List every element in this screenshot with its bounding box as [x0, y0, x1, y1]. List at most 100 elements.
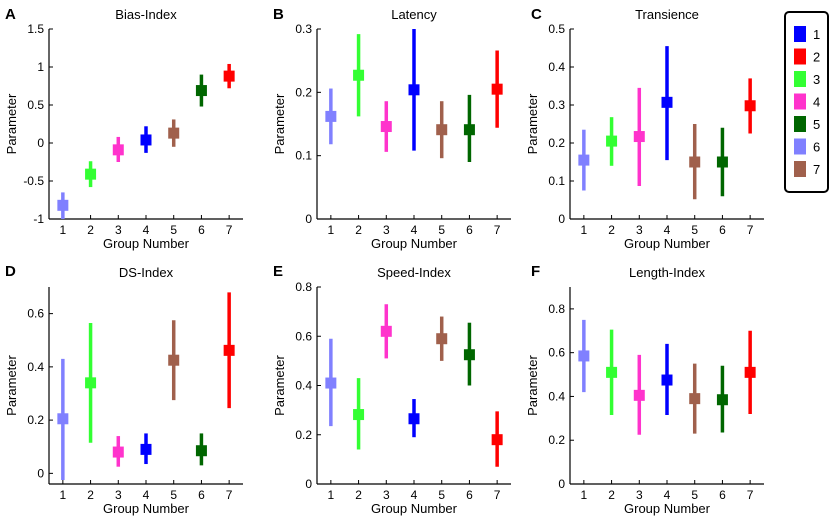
x-axis-label: Group Number	[624, 501, 711, 516]
y-tick-label: 0	[37, 136, 44, 150]
y-tick-label: 0.4	[27, 360, 44, 374]
x-axis-label: Group Number	[103, 501, 190, 516]
x-tick-label: 2	[355, 223, 362, 237]
data-point-group-1	[578, 154, 590, 166]
x-tick-label: 2	[87, 488, 94, 502]
data-point-group-7	[223, 344, 235, 356]
x-tick-label: 1	[328, 223, 335, 237]
x-tick-label: 7	[747, 223, 754, 237]
panel-title: Length-Index	[629, 265, 705, 280]
data-point-group-4	[408, 84, 420, 96]
x-axis-label: Group Number	[371, 236, 458, 251]
data-point-group-1	[578, 350, 590, 362]
legend-swatch	[794, 93, 806, 110]
data-point-group-4	[661, 96, 673, 108]
data-point-group-6	[463, 124, 475, 136]
x-tick-label: 6	[719, 223, 726, 237]
y-tick-label: 0.5	[548, 22, 565, 36]
panel-letter: B	[273, 6, 284, 23]
data-point-group-5	[689, 156, 701, 168]
y-tick-label: 0.2	[295, 428, 312, 442]
y-tick-label: 0.3	[548, 98, 565, 112]
data-point-group-5	[689, 393, 701, 405]
y-tick-label: 1	[37, 60, 44, 74]
x-tick-label: 1	[60, 488, 67, 502]
data-point-group-7	[491, 83, 503, 95]
x-tick-label: 3	[383, 223, 390, 237]
y-axis-label: Parameter	[4, 354, 19, 415]
panel-title: DS-Index	[119, 265, 174, 280]
panel-a: A Bias-Index -1 -0.5 0 0.5 1 1.5 1 2 3 4 5 6 7 Group Nu…	[4, 6, 243, 251]
x-tick-label: 1	[581, 488, 588, 502]
panel-title: Speed-Index	[377, 265, 451, 280]
y-tick-label: 0	[37, 466, 44, 480]
panel-title: Latency	[391, 7, 437, 22]
data-point-group-7	[744, 100, 756, 112]
x-tick-label: 4	[411, 223, 418, 237]
legend: 1 2 3 4 5 6 7	[784, 11, 829, 193]
legend-swatch	[794, 161, 806, 177]
data-point-group-2	[353, 409, 365, 421]
y-tick-label: 0	[558, 477, 565, 491]
panel-c: C Transience 0 0.1 0.2 0.3 0.4 0.5 1 2 3 4 5 6 7 Group …	[525, 6, 764, 251]
data-point-group-5	[168, 127, 180, 139]
x-tick-label: 6	[719, 488, 726, 502]
data-point-group-2	[85, 377, 97, 389]
legend-box	[784, 11, 829, 193]
y-tick-label: 0.6	[295, 329, 312, 343]
data-point-group-7	[223, 70, 235, 82]
data-point-group-4	[140, 134, 152, 146]
data-point-group-1	[325, 110, 337, 122]
y-axis-label: Parameter	[272, 354, 287, 415]
legend-label: 3	[813, 72, 820, 87]
x-tick-label: 1	[60, 223, 67, 237]
x-tick-label: 4	[664, 223, 671, 237]
x-tick-label: 5	[438, 488, 445, 502]
data-point-group-2	[85, 168, 97, 180]
panels-group: A Bias-Index -1 -0.5 0 0.5 1 1.5 1 2 3 4 5 6 7 Group Nu…	[4, 6, 764, 516]
x-tick-label: 5	[691, 488, 698, 502]
x-tick-label: 4	[143, 488, 150, 502]
legend-swatch	[794, 26, 806, 42]
y-axis-label: Parameter	[525, 354, 540, 415]
y-tick-label: 0.4	[548, 60, 565, 74]
data-point-group-5	[436, 333, 448, 345]
y-tick-label: 0.8	[548, 302, 565, 316]
x-tick-label: 2	[608, 223, 615, 237]
data-point-group-6	[463, 349, 475, 361]
y-tick-label: 0	[558, 212, 565, 226]
panel-b: B Latency 0 0.1 0.2 0.3 1 2 3 4 5 6 7 Group Number Par…	[272, 6, 511, 251]
data-point-group-6	[195, 445, 207, 457]
x-tick-label: 3	[636, 223, 643, 237]
data-point-group-3	[633, 131, 645, 143]
panel-title: Bias-Index	[115, 7, 177, 22]
x-tick-label: 5	[170, 488, 177, 502]
legend-swatch	[794, 116, 806, 132]
y-axis-label: Parameter	[4, 93, 19, 154]
data-point-group-2	[606, 366, 618, 378]
data-point-group-2	[606, 135, 618, 147]
x-tick-label: 7	[226, 223, 233, 237]
legend-label: 4	[813, 95, 820, 110]
data-point-group-4	[408, 413, 420, 425]
x-tick-label: 6	[466, 488, 473, 502]
x-tick-label: 3	[636, 488, 643, 502]
x-tick-label: 2	[87, 223, 94, 237]
x-tick-label: 6	[466, 223, 473, 237]
y-tick-label: 0.2	[548, 433, 565, 447]
x-tick-label: 1	[581, 223, 588, 237]
y-tick-label: -0.5	[23, 174, 44, 188]
legend-swatch	[794, 138, 806, 155]
y-tick-label: 0.2	[548, 136, 565, 150]
panel-letter: A	[5, 6, 16, 23]
x-tick-label: 7	[226, 488, 233, 502]
x-tick-label: 4	[664, 488, 671, 502]
legend-label: 1	[813, 27, 820, 42]
x-axis-label: Group Number	[371, 501, 458, 516]
data-point-group-6	[716, 394, 728, 406]
y-tick-label: 0.8	[295, 280, 312, 294]
x-tick-label: 3	[383, 488, 390, 502]
x-tick-label: 7	[494, 488, 501, 502]
data-point-group-1	[57, 199, 69, 211]
